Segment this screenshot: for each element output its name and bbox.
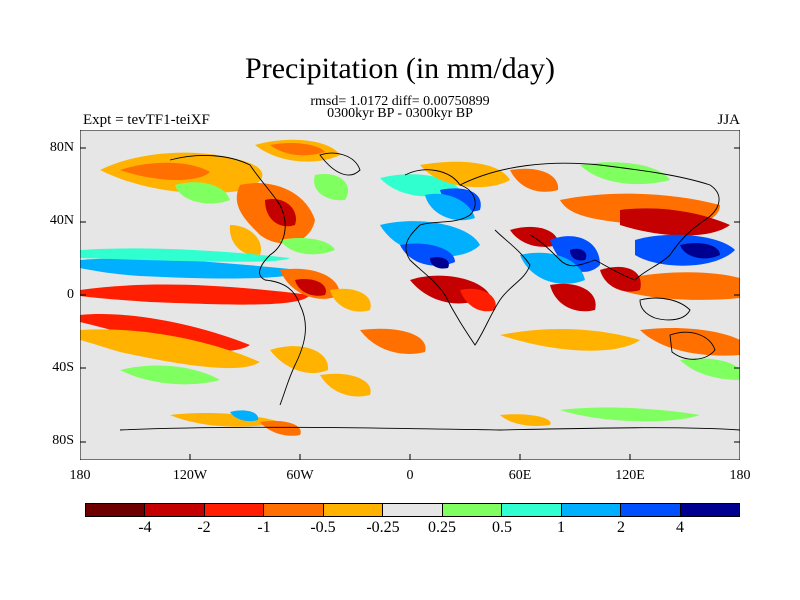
colorbar-box [383, 504, 443, 516]
colorbar-label: -4 [138, 519, 152, 536]
anomaly-patch [175, 182, 230, 204]
colorbar-label: 0.25 [428, 519, 456, 536]
plot-title: Precipitation (in mm/day) [245, 52, 555, 85]
anomaly-patch [80, 258, 300, 279]
anomaly-patch [425, 193, 475, 221]
anomaly-patch [560, 407, 700, 422]
lat-tick-label: 80N [49, 140, 74, 155]
lon-tick-label: 60E [508, 468, 532, 483]
colorbar-box [442, 504, 503, 516]
coastlines [119, 152, 740, 431]
anomaly-patch [680, 358, 740, 380]
anomaly-patch [380, 221, 480, 257]
colorbar-label: 1 [557, 519, 565, 536]
lon-tick-label: 120W [172, 468, 208, 483]
lat-tick-label: 40S [52, 360, 74, 375]
colorbar-box [264, 504, 324, 516]
colorbar-box [86, 504, 146, 516]
precipitation-map [80, 130, 740, 460]
colorbar [85, 503, 740, 517]
lon-tick-label: 0 [406, 468, 414, 483]
anomaly-patch [550, 283, 596, 312]
anomaly-patch [440, 188, 481, 212]
anomaly-patch [265, 199, 296, 227]
lat-tick-label: 80S [52, 433, 74, 448]
lon-tick-label: 180 [69, 468, 91, 483]
anomaly-patch [320, 373, 371, 397]
anomaly-patch [260, 420, 301, 436]
lon-tick-label: 60W [286, 468, 314, 483]
anomaly-patch [270, 346, 329, 374]
colorbar-label: -0.25 [366, 519, 400, 536]
colorbar-box [680, 504, 739, 516]
anomaly-patch [460, 288, 496, 312]
lat-tick-label: 0 [67, 287, 74, 302]
anomaly-patch [580, 162, 670, 185]
anomaly-patch [314, 174, 349, 201]
anomaly-patch [500, 414, 551, 426]
stats-subtitle: rmsd= 1.0172 diff= 0.00750899 [310, 94, 490, 109]
anomaly-patch [380, 174, 460, 197]
colorbar-box [204, 504, 265, 516]
colorbar-box [561, 504, 622, 516]
anomaly-patch [420, 161, 510, 188]
anomaly-patch [80, 314, 250, 352]
lon-tick-label: 120E [615, 468, 645, 483]
season-label: JJA [717, 112, 740, 128]
colorbar-label: 0.5 [492, 519, 512, 536]
anomaly-patch [120, 162, 210, 180]
anomaly-patch [600, 266, 641, 292]
colorbar-box [323, 504, 384, 516]
colorbar-label: -1 [257, 519, 271, 536]
period-subtitle: 0300kyr BP - 0300kyr BP [327, 106, 473, 121]
anomaly-patch [570, 248, 587, 261]
anomaly-patch [80, 284, 310, 305]
anomaly-patch [120, 365, 220, 385]
colorbar-label: 4 [676, 519, 684, 536]
anomaly-patch [295, 279, 326, 296]
anomaly-patch [620, 208, 730, 236]
anomaly-patch [680, 243, 720, 259]
anomaly-patch [230, 410, 259, 422]
anomaly-patch [520, 252, 585, 284]
anomaly-patch [620, 272, 740, 300]
anomaly-patch [500, 328, 640, 351]
colorbar-label: -2 [197, 519, 211, 536]
anomaly-patch [80, 248, 290, 262]
experiment-label: Expt = tevTF1-teiXF [83, 112, 210, 128]
anomaly-patch [330, 288, 371, 312]
colorbar-box [621, 504, 681, 516]
anomaly-patch [229, 225, 261, 256]
colorbar-box [502, 504, 562, 516]
lon-tick-label: 180 [729, 468, 751, 483]
anomaly-patch [80, 329, 260, 369]
colorbar-label: -0.5 [310, 519, 336, 536]
tick-marks [80, 147, 740, 460]
lat-tick-label: 40N [49, 213, 74, 228]
anomaly-patch [430, 257, 449, 269]
colorbar-box [145, 504, 205, 516]
anomaly-patch [360, 328, 426, 354]
colorbar-label: 2 [617, 519, 625, 536]
anomaly-patch [280, 238, 335, 255]
anomaly-patch [270, 142, 325, 156]
anomaly-patch [510, 168, 559, 192]
